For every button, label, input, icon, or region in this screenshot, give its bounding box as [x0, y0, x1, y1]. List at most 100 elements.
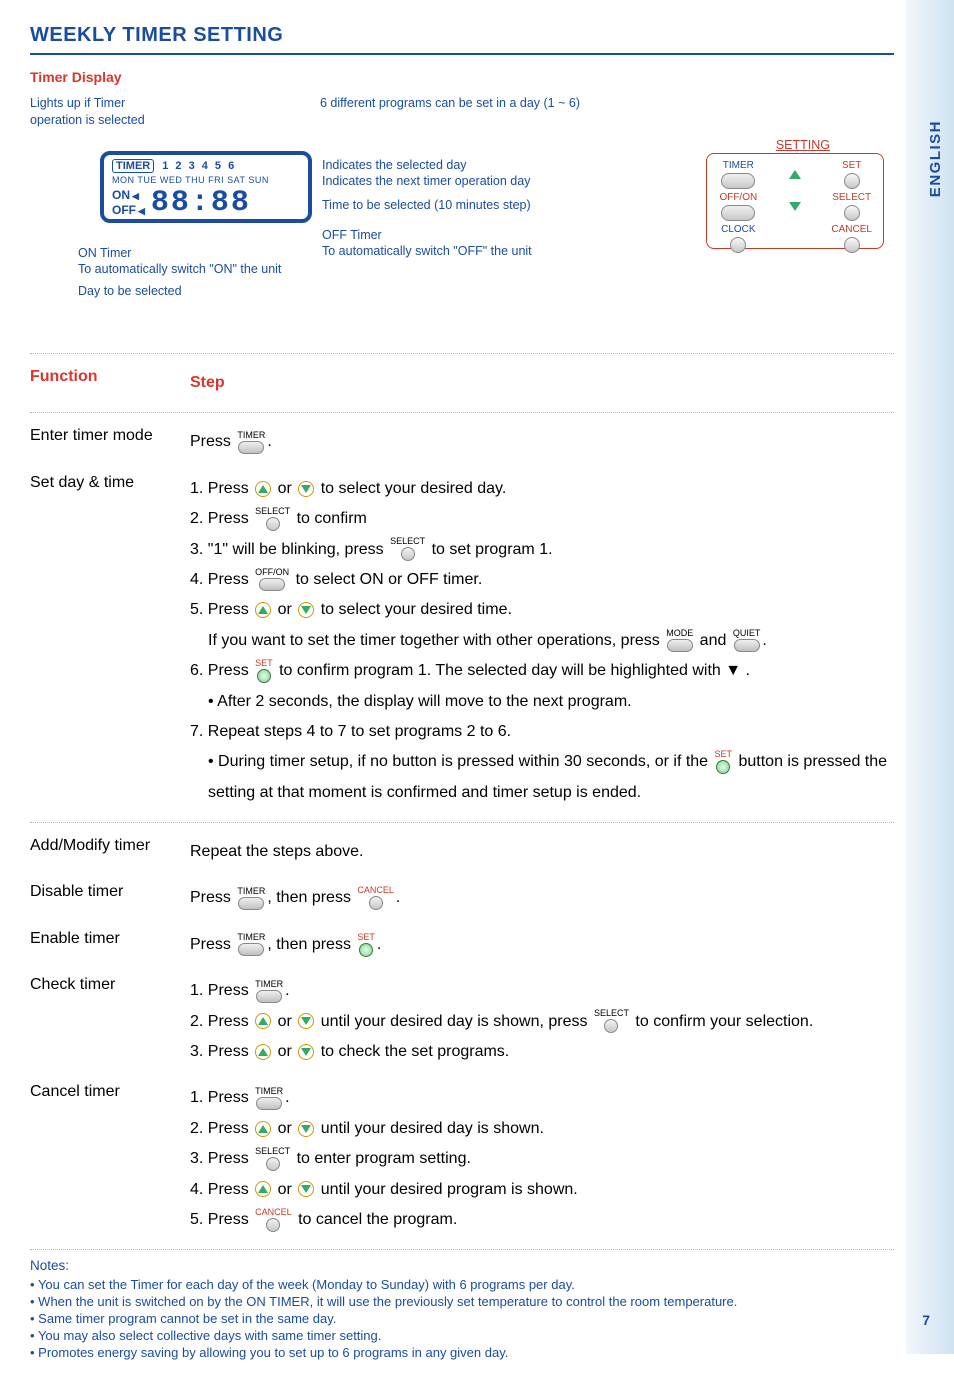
lcd-top-row: TIMER 1 2 3 4 5 6 — [112, 159, 300, 173]
lcd-off: OFF — [112, 203, 145, 218]
t: • During timer setup, if no button is pr… — [208, 753, 713, 770]
t: to select ON or OFF timer. — [291, 571, 482, 588]
lcd-programs: 1 2 3 4 5 6 — [162, 160, 236, 172]
label-addmod: Add/Modify timer — [30, 837, 190, 867]
rb-timer: TIMER — [723, 160, 754, 171]
c2: 2. Press or until your desired day is sh… — [190, 1007, 894, 1037]
row-set-day-time: Set day & time 1. Press or to select you… — [30, 466, 894, 816]
set-btn: SET — [357, 933, 375, 957]
timer-display-diagram: Lights up if Timer operation is selected… — [30, 95, 894, 345]
callout-on-timer-sub: To automatically switch "ON" the unit — [78, 261, 281, 278]
select-btn: SELECT — [255, 1147, 290, 1171]
remote-panel: TIMER SET OFF/ON SELECT CLOCK CANCEL — [706, 153, 884, 249]
t: 2. Press — [190, 510, 253, 527]
down-icon — [298, 481, 314, 497]
down-icon — [298, 1121, 314, 1137]
divider — [30, 1249, 894, 1250]
t: 2. Press — [190, 1013, 253, 1030]
notes-heading: Notes: — [30, 1258, 894, 1273]
t: until your desired day is shown, press — [316, 1013, 592, 1030]
t: Press — [190, 936, 235, 953]
down-icon — [298, 602, 314, 618]
down-icon — [298, 1181, 314, 1197]
head-step: Step — [190, 368, 894, 398]
quiet-btn: QUIET — [733, 629, 761, 652]
lbl: OFF/ON — [255, 568, 289, 577]
timer-button-icon — [721, 173, 755, 189]
up-icon — [255, 481, 271, 497]
oval-icon — [256, 990, 282, 1003]
row-disable: Disable timer Press TIMER, then press CA… — [30, 875, 894, 921]
t: 3. Press — [190, 1150, 253, 1167]
s7b: • During timer setup, if no button is pr… — [208, 747, 894, 808]
mode-btn: MODE — [666, 629, 693, 652]
select-btn: SELECT — [255, 507, 290, 531]
circ-icon — [359, 943, 373, 957]
lbl: SET — [357, 933, 375, 942]
lcd-timer-box: TIMER — [112, 159, 154, 173]
lbl: SELECT — [594, 1009, 629, 1018]
lbl: QUIET — [733, 629, 761, 638]
up-icon — [255, 1181, 271, 1197]
circ-icon — [369, 896, 383, 910]
up-arrow-icon — [789, 170, 801, 179]
timer-btn: TIMER — [255, 980, 283, 1003]
lbl: CANCEL — [255, 1208, 292, 1217]
row-enable: Enable timer Press TIMER, then press SET… — [30, 922, 894, 968]
t: to cancel the program. — [294, 1211, 458, 1228]
callout-on-timer: ON Timer — [78, 245, 131, 262]
cancel-btn: CANCEL — [255, 1208, 292, 1232]
page-title: WEEKLY TIMER SETTING — [30, 24, 894, 55]
t: to confirm your selection. — [631, 1013, 813, 1030]
t: 5. Press — [190, 601, 253, 618]
s3: 3. "1" will be blinking, press SELECT to… — [190, 535, 894, 565]
oval-icon — [238, 897, 264, 910]
circ-icon — [401, 547, 415, 561]
oval-icon — [238, 441, 264, 454]
note-item: Same timer program cannot be set in the … — [30, 1311, 894, 1326]
row-cancel: Cancel timer 1. Press TIMER. 2. Press or… — [30, 1075, 894, 1243]
t: to confirm — [292, 510, 367, 527]
circ-icon — [266, 1157, 280, 1171]
t: 1. Press — [190, 982, 253, 999]
remote-setting-label: SETTING — [776, 137, 830, 154]
select-button-icon — [844, 205, 860, 221]
lbl: TIMER — [237, 431, 265, 440]
language-tab: ENGLISH — [927, 120, 944, 197]
step-addmod: Repeat the steps above. — [190, 837, 894, 867]
t: 2. Press — [190, 1120, 253, 1137]
timer-button-inline: TIMER — [237, 431, 265, 454]
t: 1. Press — [190, 480, 253, 497]
circ-icon — [604, 1019, 618, 1033]
clock-button-icon — [730, 237, 746, 253]
text: Press — [190, 433, 235, 450]
oval-icon — [667, 639, 693, 652]
t: until your desired program is shown. — [316, 1181, 577, 1198]
callout-day-select: Day to be selected — [78, 283, 182, 300]
x2: 2. Press or until your desired day is sh… — [190, 1114, 894, 1144]
step-enter: Press TIMER. — [190, 427, 894, 457]
oval-icon — [238, 943, 264, 956]
lbl: SELECT — [390, 537, 425, 546]
s7: 7. Repeat steps 4 to 7 to set programs 2… — [190, 717, 894, 747]
offon-btn: OFF/ON — [255, 568, 289, 591]
rb-set: SET — [842, 160, 861, 171]
divider — [30, 822, 894, 823]
callout-off-timer: OFF Timer — [322, 227, 382, 244]
label-cancel: Cancel timer — [30, 1083, 190, 1235]
lbl: TIMER — [255, 980, 283, 989]
lbl: SELECT — [255, 1147, 290, 1156]
label-check: Check timer — [30, 976, 190, 1067]
cancel-button-icon — [844, 237, 860, 253]
set-button-icon — [844, 173, 860, 189]
s2: 2. Press SELECT to confirm — [190, 504, 894, 534]
cancel-btn: CANCEL — [357, 886, 394, 910]
step-check: 1. Press TIMER. 2. Press or until your d… — [190, 976, 894, 1067]
callout-six-programs: 6 different programs can be set in a day… — [320, 95, 580, 112]
oval-icon — [734, 639, 760, 652]
x5: 5. Press CANCEL to cancel the program. — [190, 1205, 894, 1235]
note-item: When the unit is switched on by the ON T… — [30, 1294, 894, 1309]
callout-time-step: Time to be selected (10 minutes step) — [322, 197, 531, 214]
circ-icon — [266, 517, 280, 531]
t: 5. Press — [190, 1211, 253, 1228]
